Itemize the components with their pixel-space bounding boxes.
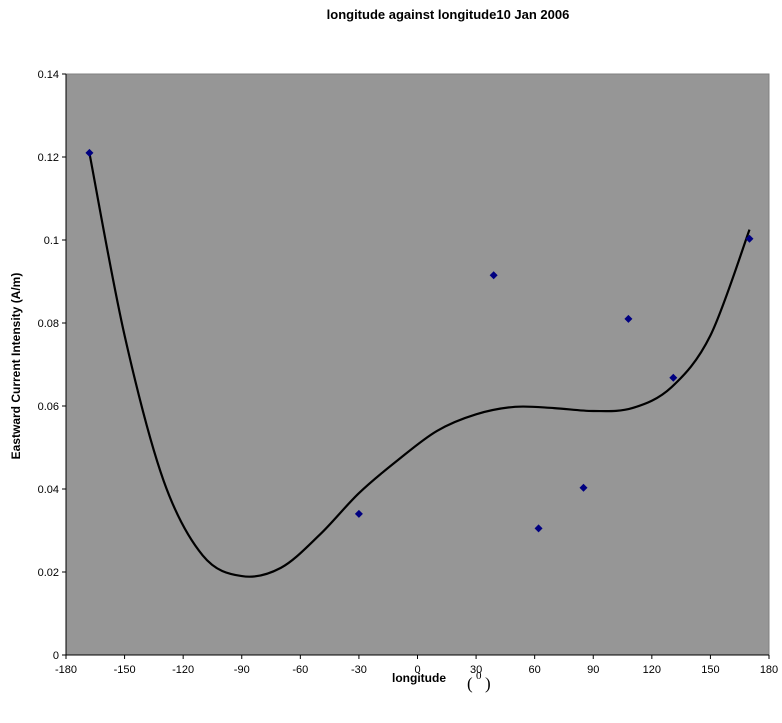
data-point-marker [534,524,543,533]
data-point-marker [85,148,94,157]
plot-area [65,73,770,656]
y-tick-label: 0.04 [38,484,59,496]
data-point-marker [624,314,633,323]
data-point-marker [354,509,363,518]
x-tick-label: -120 [172,664,194,676]
x-tick-label: -30 [351,664,367,676]
x-tick-label: 90 [587,664,599,676]
chart-title: longitude against longitude10 Jan 2006 [327,7,570,22]
x-tick-label: 30 [470,664,482,676]
x-tick-label: -90 [234,664,250,676]
trendline [88,152,751,578]
x-tick-label: -60 [292,664,308,676]
y-axis-ticks: 0 0.02 0.04 0.06 0.08 0.1 0.12 0.14 [38,69,67,662]
x-tick-label: 180 [760,664,778,676]
data-points [85,148,754,533]
x-axis-unit-open: ( [467,674,473,693]
data-point-marker [489,271,498,280]
y-tick-label: 0.1 [44,235,59,247]
y-tick-label: 0.12 [38,152,59,164]
y-tick-label: 0 [53,650,59,662]
y-tick-label: 0.14 [38,69,59,81]
x-axis-label: longitude [392,671,446,685]
x-tick-label: 120 [643,664,661,676]
x-axis-unit-close: ) [485,674,491,693]
y-tick-label: 0.02 [38,567,59,579]
y-tick-label: 0.08 [38,318,59,330]
x-tick-label: 150 [701,664,719,676]
y-axis-label: Eastward Current Intensity (A/m) [9,273,23,460]
data-point-marker [669,373,678,382]
x-axis-ticks: -180 -150 -120 -90 -60 -30 0 30 60 90 120 150 180 [55,654,778,676]
x-tick-label: 0 [414,664,420,676]
x-tick-label: -150 [114,664,136,676]
x-tick-label: -180 [55,664,77,676]
data-point-marker [745,234,754,243]
data-point-marker [579,483,588,492]
x-axis-unit-degree: 0 [476,670,482,682]
x-tick-label: 60 [529,664,541,676]
y-tick-label: 0.06 [38,401,59,413]
